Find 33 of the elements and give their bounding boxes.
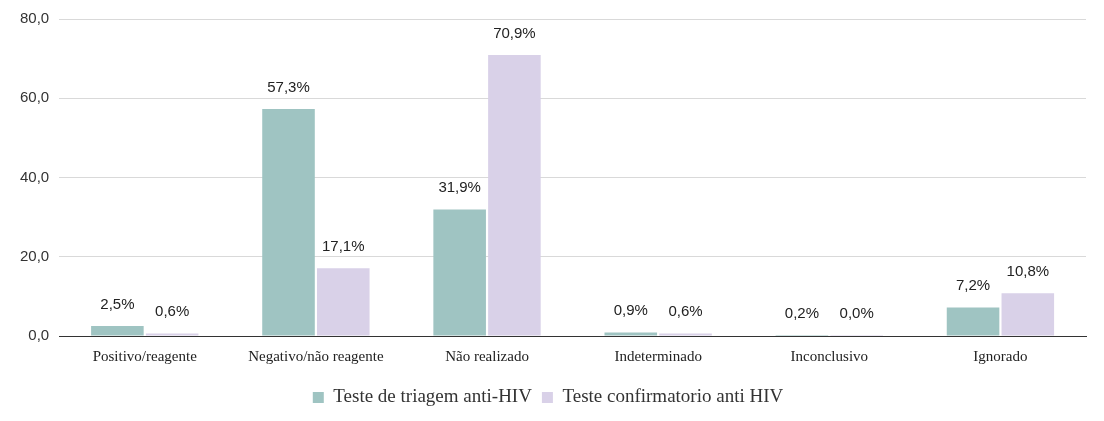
data-label: 0,9% [613,301,648,319]
legend-label: Teste confirmatorio anti HIV [562,385,784,407]
x-tick-label: Não realizado [445,347,529,364]
y-tick-label: 0,0 [28,326,50,344]
bar [262,108,315,336]
y-tick-label: 20,0 [19,246,50,264]
bar [1001,293,1055,336]
data-label: 70,9% [493,23,536,41]
data-label: 0,6% [668,302,703,320]
data-label: 0,2% [784,303,820,321]
bar [946,307,1000,336]
x-tick-label: Positivo/reagente [92,347,198,364]
y-tick-label: 40,0 [19,167,50,185]
x-tick-label: Indeterminado [614,347,702,364]
data-label: 0,0% [839,303,874,321]
bar [433,209,486,336]
data-label: 7,2% [955,276,991,294]
data-label: 10,8% [1006,261,1050,279]
x-tick-label: Ignorado [973,347,1028,364]
bar [316,268,370,336]
data-label: 17,1% [322,236,365,254]
y-tick-label: 80,0 [19,9,50,27]
data-label: 0,6% [155,302,190,320]
y-tick-label: 60,0 [19,88,50,106]
bar [488,55,541,336]
x-tick-label: Negativo/não reagente [248,347,384,364]
data-label: 31,9% [438,178,481,196]
bar [91,326,144,336]
data-label: 57,3% [267,77,310,95]
data-label: 2,5% [100,294,135,312]
legend-label: Teste de triagem anti-HIV [333,385,533,407]
bar [604,332,658,336]
x-tick-label: Inconclusivo [790,347,869,364]
